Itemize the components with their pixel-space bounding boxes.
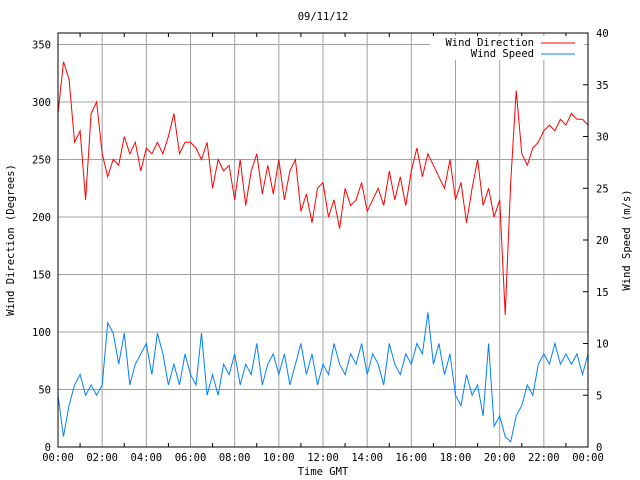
y-tick-label: 300 [32, 97, 51, 109]
y2-tick-label: 30 [596, 132, 609, 144]
y2-tick-label: 0 [596, 442, 602, 454]
y2-tick-label: 5 [596, 390, 602, 402]
y-tick-label: 100 [32, 327, 51, 339]
y2-tick-label: 20 [596, 235, 609, 247]
y2-tick-label: 10 [596, 339, 609, 351]
x-tick-label: 00:00 [42, 452, 74, 464]
y2-axis-label: Wind Speed (m/s) [621, 189, 633, 290]
y-tick-label: 250 [32, 155, 51, 167]
x-tick-label: 12:00 [307, 452, 339, 464]
y-tick-label: 50 [38, 385, 51, 397]
x-axis-label: Time GMT [298, 466, 349, 478]
y2-tick-label: 15 [596, 287, 609, 299]
y-axis-label: Wind Direction (Degrees) [5, 164, 17, 316]
y2-tick-label: 40 [596, 28, 609, 40]
grid [58, 33, 588, 447]
x-tick-label: 04:00 [131, 452, 163, 464]
x-tick-label: 22:00 [528, 452, 560, 464]
y2-tick-label: 35 [596, 80, 609, 92]
y-tick-label: 200 [32, 212, 51, 224]
legend: Wind Direction Wind Speed [430, 36, 584, 60]
wind-speed-line [57, 312, 589, 443]
legend-label-direction: Wind Direction [445, 37, 534, 49]
x-tick-label: 00:00 [572, 452, 604, 464]
y-tick-label: 150 [32, 270, 51, 282]
axis-ticks: 00:00 02:00 04:00 06:00 08:00 10:00 12:00 14:00… [32, 28, 609, 464]
x-tick-label: 18:00 [440, 452, 472, 464]
y-tick-label: 0 [45, 442, 51, 454]
y2-tick-label: 25 [596, 183, 609, 195]
x-tick-label: 02:00 [86, 452, 118, 464]
x-tick-label: 08:00 [219, 452, 251, 464]
x-tick-label: 06:00 [175, 452, 207, 464]
x-tick-label: 20:00 [484, 452, 516, 464]
x-tick-label: 14:00 [351, 452, 383, 464]
x-tick-label: 16:00 [396, 452, 428, 464]
chart-title: 09/11/12 [298, 11, 349, 23]
legend-label-speed: Wind Speed [471, 48, 534, 60]
x-tick-label: 10:00 [263, 452, 295, 464]
wind-direction-line [57, 61, 589, 315]
y-tick-label: 350 [32, 40, 51, 52]
series-lines [57, 61, 589, 443]
